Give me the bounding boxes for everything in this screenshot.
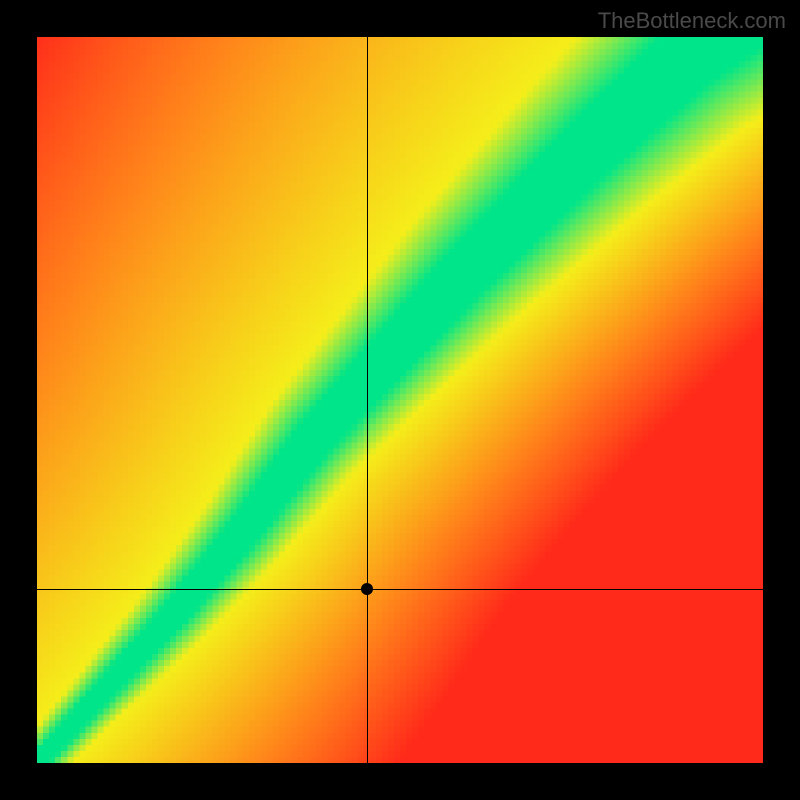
bottleneck-heatmap — [37, 37, 763, 763]
selection-marker[interactable] — [361, 583, 373, 595]
crosshair-vertical — [367, 37, 368, 763]
plot-area — [37, 37, 763, 763]
crosshair-horizontal — [37, 589, 763, 590]
watermark: TheBottleneck.com — [598, 8, 786, 34]
